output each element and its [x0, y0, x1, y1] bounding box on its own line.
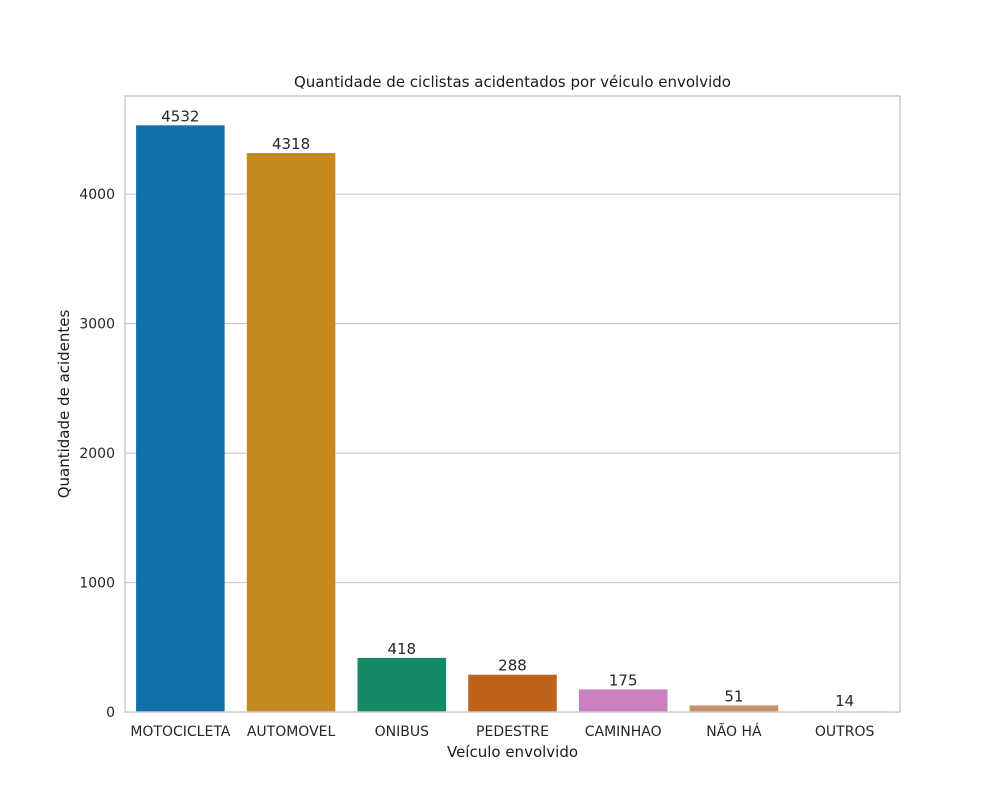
- x-tick-label: ONIBUS: [375, 724, 429, 740]
- chart-title: Quantidade de ciclistas acidentados por …: [294, 73, 731, 91]
- data-label: 4532: [161, 107, 199, 125]
- data-label: 4318: [272, 135, 310, 153]
- y-tick-label: 1000: [79, 576, 115, 592]
- x-axis-label: Veículo envolvido: [447, 743, 578, 761]
- y-tick-label: 4000: [79, 187, 115, 203]
- y-axis-label: Quantidade de acidentes: [55, 310, 73, 499]
- x-tick-label: MOTOCICLETA: [130, 724, 230, 740]
- data-label: 51: [724, 687, 743, 705]
- x-tick-labels: MOTOCICLETA AUTOMOVEL ONIBUS PEDESTRE CAMINH…: [130, 723, 874, 740]
- data-label: 418: [387, 640, 416, 658]
- x-tick-label: OUTROS: [815, 724, 875, 740]
- x-tick-label: CAMINHAO: [585, 724, 662, 740]
- x-tick-label: PEDESTRE: [476, 724, 549, 740]
- data-labels: 4532 4318 418 288 175 51 14: [161, 107, 854, 710]
- data-label: 14: [835, 692, 854, 710]
- data-label: 288: [498, 657, 527, 675]
- bar-pedestre: [468, 674, 557, 712]
- y-tick-label: 2000: [79, 446, 115, 462]
- bar-motocicleta: [136, 125, 225, 713]
- bar-automovel: [246, 153, 336, 713]
- bar-onibus: [357, 657, 447, 712]
- x-tick-label: AUTOMOVEL: [247, 724, 336, 740]
- bar-caminhao: [578, 689, 668, 712]
- data-label: 175: [609, 671, 638, 689]
- plot-frame: [124, 95, 901, 713]
- y-tick-label: 3000: [79, 317, 115, 333]
- y-tick-labels: 0 1000 2000 3000 4000: [79, 187, 115, 721]
- x-tick-label: NÃO HÁ: [706, 723, 762, 740]
- bars: [136, 125, 889, 713]
- gridlines: [125, 193, 900, 584]
- bar-n-o-h-: [689, 705, 779, 712]
- y-tick-label: 0: [106, 705, 115, 721]
- bar-outros: [800, 710, 889, 712]
